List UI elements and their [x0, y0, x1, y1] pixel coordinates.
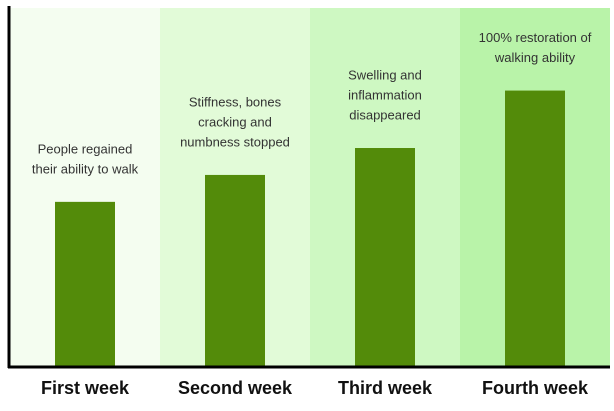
x-tick-label: Fourth week	[482, 378, 589, 398]
annotation: cracking and	[198, 114, 272, 129]
bar	[55, 201, 115, 367]
plot: People regained their ability to walk Stif…	[32, 30, 592, 367]
annotation: walking ability	[494, 50, 576, 65]
annotation: inflammation	[348, 87, 422, 102]
annotation: Swelling and	[348, 67, 422, 82]
bar	[355, 148, 415, 367]
x-tick-label: Second week	[178, 378, 293, 398]
annotation: their ability to walk	[32, 161, 139, 176]
annotation: 100% restoration of	[479, 30, 592, 45]
bar	[505, 90, 565, 367]
annotation: numbness stopped	[180, 134, 290, 149]
annotation: disappeared	[349, 107, 421, 122]
x-tick-label: Third week	[338, 378, 433, 398]
annotation: Stiffness, bones	[189, 94, 282, 109]
bar	[205, 174, 265, 367]
x-tick-label: First week	[41, 378, 130, 398]
annotation: People regained	[38, 141, 133, 156]
